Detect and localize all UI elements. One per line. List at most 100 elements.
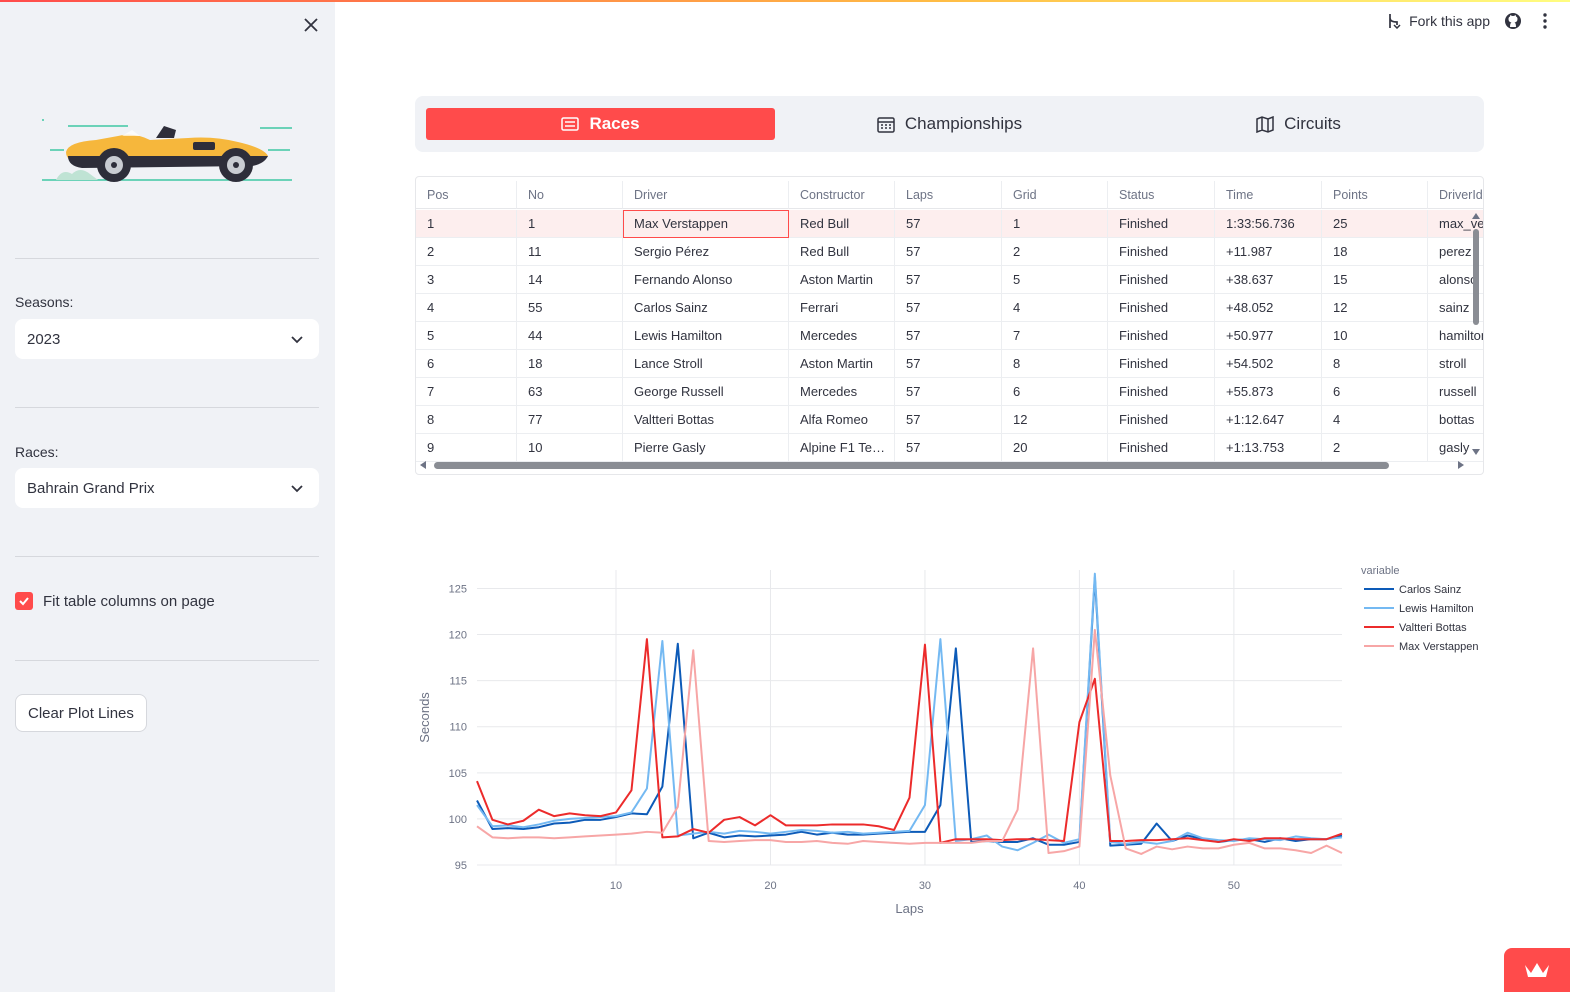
table-cell[interactable]: 12 (1322, 294, 1428, 322)
table-cell[interactable]: perez (1428, 238, 1483, 266)
table-cell[interactable]: Carlos Sainz (623, 294, 789, 322)
table-cell[interactable]: russell (1428, 378, 1483, 406)
column-header[interactable]: No (517, 181, 623, 209)
table-cell[interactable]: Finished (1108, 350, 1215, 378)
table-cell[interactable]: 8 (416, 406, 517, 434)
season-select[interactable]: 2023 (15, 319, 319, 359)
table-cell[interactable]: 57 (895, 378, 1002, 406)
table-cell[interactable]: 77 (517, 406, 623, 434)
table-cell[interactable]: 57 (895, 350, 1002, 378)
table-cell[interactable]: Finished (1108, 378, 1215, 406)
table-cell[interactable]: Valtteri Bottas (623, 406, 789, 434)
table-cell[interactable]: 11 (517, 238, 623, 266)
table-cell[interactable]: 57 (895, 406, 1002, 434)
table-cell[interactable]: Finished (1108, 434, 1215, 462)
fork-app-button[interactable]: Fork this app (1387, 13, 1490, 29)
table-row[interactable]: 3 14 Fernando Alonso Aston Martin 57 5 Finishe… (416, 266, 1483, 294)
scroll-up-icon[interactable] (1472, 213, 1480, 219)
table-cell[interactable]: +1:13.753 (1215, 434, 1322, 462)
table-cell[interactable]: 1:33:56.736 (1215, 210, 1322, 238)
table-cell[interactable]: Alfa Romeo (789, 406, 895, 434)
column-header[interactable]: Driver (623, 181, 789, 209)
table-cell[interactable]: 4 (416, 294, 517, 322)
scroll-right-icon[interactable] (1458, 461, 1464, 469)
close-sidebar-icon[interactable] (300, 15, 322, 37)
table-cell[interactable]: Ferrari (789, 294, 895, 322)
table-cell[interactable]: Mercedes (789, 322, 895, 350)
table-cell[interactable]: 63 (517, 378, 623, 406)
table-cell[interactable]: 1 (517, 210, 623, 238)
horizontal-scroll-thumb[interactable] (434, 462, 1389, 469)
table-cell[interactable]: Aston Martin (789, 350, 895, 378)
table-cell[interactable]: 18 (1322, 238, 1428, 266)
fit-columns-checkbox[interactable]: Fit table columns on page (15, 592, 215, 610)
table-row[interactable]: 1 1 Max Verstappen Red Bull 57 1 Finished 1:33:… (416, 210, 1483, 238)
table-cell[interactable]: +11.987 (1215, 238, 1322, 266)
table-cell[interactable]: Sergio Pérez (623, 238, 789, 266)
table-cell[interactable]: 57 (895, 210, 1002, 238)
table-cell[interactable]: 1 (416, 210, 517, 238)
column-header[interactable]: Points (1322, 181, 1428, 209)
table-cell[interactable]: bottas (1428, 406, 1483, 434)
table-row[interactable]: 6 18 Lance Stroll Aston Martin 57 8 Finished +5… (416, 350, 1483, 378)
vertical-scrollbar[interactable] (1472, 213, 1480, 457)
table-cell[interactable]: Aston Martin (789, 266, 895, 294)
table-cell[interactable]: Finished (1108, 322, 1215, 350)
table-cell[interactable]: hamilton (1428, 322, 1483, 350)
table-cell[interactable]: gasly (1428, 434, 1483, 462)
table-cell[interactable]: 7 (416, 378, 517, 406)
streamlit-badge[interactable] (1504, 948, 1570, 992)
table-cell[interactable]: Mercedes (789, 378, 895, 406)
table-cell[interactable]: Finished (1108, 238, 1215, 266)
table-cell[interactable]: 6 (1002, 378, 1108, 406)
table-cell[interactable]: 9 (416, 434, 517, 462)
table-row[interactable]: 7 63 George Russell Mercedes 57 6 Finished +55.… (416, 378, 1483, 406)
table-cell[interactable]: 57 (895, 294, 1002, 322)
column-header[interactable]: Pos (416, 181, 517, 209)
table-cell[interactable]: 18 (517, 350, 623, 378)
table-cell[interactable]: 8 (1322, 350, 1428, 378)
race-select[interactable]: Bahrain Grand Prix (15, 468, 319, 508)
table-cell[interactable]: +55.873 (1215, 378, 1322, 406)
table-cell[interactable]: 12 (1002, 406, 1108, 434)
column-header[interactable]: Status (1108, 181, 1215, 209)
table-cell[interactable]: 10 (1322, 322, 1428, 350)
table-cell[interactable]: 15 (1322, 266, 1428, 294)
table-row[interactable]: 8 77 Valtteri Bottas Alfa Romeo 57 12 Finished… (416, 406, 1483, 434)
table-cell[interactable]: 10 (517, 434, 623, 462)
column-header[interactable]: Time (1215, 181, 1322, 209)
table-cell[interactable]: +50.977 (1215, 322, 1322, 350)
tab-championships[interactable]: Championships (775, 108, 1124, 140)
table-cell[interactable]: Finished (1108, 294, 1215, 322)
column-header[interactable]: Constructor (789, 181, 895, 209)
table-cell[interactable]: George Russell (623, 378, 789, 406)
checkbox-checked-icon[interactable] (15, 592, 33, 610)
results-table[interactable]: Pos No Driver Constructor Laps Grid Status Time… (415, 176, 1484, 475)
table-cell[interactable]: Red Bull (789, 238, 895, 266)
table-row[interactable]: 4 55 Carlos Sainz Ferrari 57 4 Finished +48.052… (416, 294, 1483, 322)
table-cell[interactable]: 57 (895, 266, 1002, 294)
table-cell[interactable]: 2 (1322, 434, 1428, 462)
vertical-scroll-thumb[interactable] (1473, 229, 1479, 325)
table-row[interactable]: 2 11 Sergio Pérez Red Bull 57 2 Finished +11.98… (416, 238, 1483, 266)
table-cell[interactable]: 4 (1002, 294, 1108, 322)
table-cell[interactable]: Finished (1108, 210, 1215, 238)
table-cell[interactable]: Fernando Alonso (623, 266, 789, 294)
scroll-left-icon[interactable] (420, 461, 426, 469)
table-cell[interactable]: 5 (1002, 266, 1108, 294)
table-cell[interactable]: Finished (1108, 266, 1215, 294)
table-cell[interactable]: 44 (517, 322, 623, 350)
table-cell[interactable]: stroll (1428, 350, 1483, 378)
table-cell[interactable]: 14 (517, 266, 623, 294)
table-cell[interactable]: 57 (895, 238, 1002, 266)
table-cell[interactable]: 5 (416, 322, 517, 350)
table-cell[interactable]: Lewis Hamilton (623, 322, 789, 350)
table-cell[interactable]: sainz (1428, 294, 1483, 322)
scroll-down-icon[interactable] (1472, 449, 1480, 455)
table-cell[interactable]: 8 (1002, 350, 1108, 378)
table-cell[interactable]: +48.052 (1215, 294, 1322, 322)
more-menu-icon[interactable] (1536, 12, 1554, 30)
column-header[interactable]: Laps (895, 181, 1002, 209)
table-cell[interactable]: +54.502 (1215, 350, 1322, 378)
table-cell[interactable]: 3 (416, 266, 517, 294)
